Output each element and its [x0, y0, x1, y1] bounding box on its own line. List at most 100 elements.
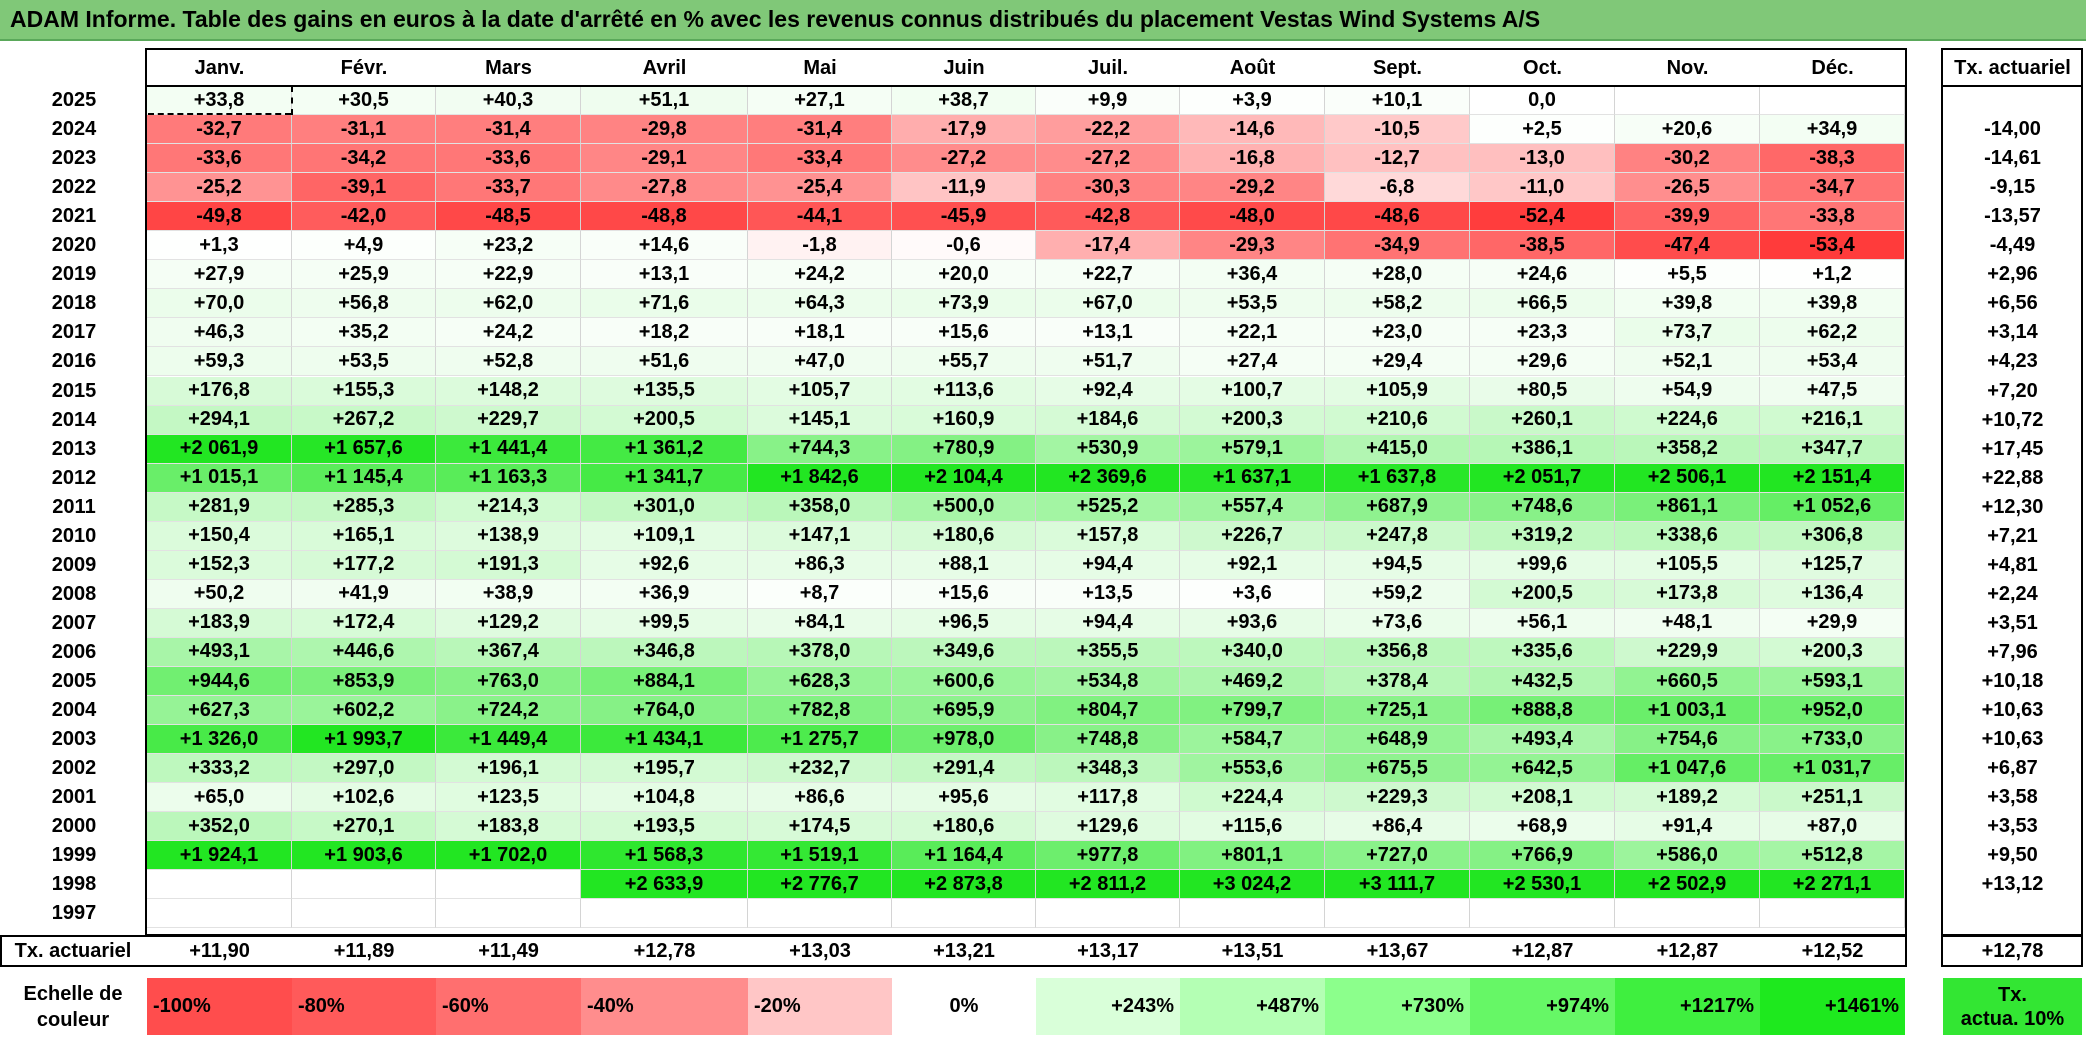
footer-rate: +11,49 [478, 939, 539, 962]
year-label: 2019 [51, 263, 97, 286]
year-label: 2011 [52, 495, 96, 518]
footer-rate: +13,17 [1077, 939, 1139, 962]
table-cell: +94,5 [1325, 550, 1470, 580]
row-rate: +10,18 [1981, 670, 2044, 693]
table-cell: +29,6 [1470, 347, 1615, 377]
table-cell: +512,8 [1760, 841, 1905, 871]
table-cell: +579,1 [1180, 434, 1325, 464]
table-cell: +51,7 [1036, 347, 1180, 377]
table-cell: +102,6 [292, 783, 436, 813]
table-cell: +86,3 [748, 550, 892, 580]
table-cell: -13,0 [1470, 144, 1615, 174]
row-rate: +13,12 [1981, 873, 2044, 896]
table-cell: +174,5 [748, 812, 892, 842]
row-rate: +10,72 [1981, 408, 2044, 431]
table-cell: +138,9 [436, 521, 581, 551]
table-cell: +200,5 [1470, 579, 1615, 609]
table-cell: +1 924,1 [147, 841, 292, 871]
row-rate [1943, 86, 2082, 115]
table-cell: +18,1 [748, 318, 892, 348]
legend-swatch: +1217% [1615, 978, 1760, 1035]
year-label: 2010 [51, 524, 97, 547]
table-cell: +724,2 [436, 696, 581, 726]
table-cell: +557,4 [1180, 492, 1325, 522]
table-cell: +748,6 [1470, 492, 1615, 522]
year-label: 2012 [51, 466, 97, 489]
table-cell: -42,8 [1036, 202, 1180, 232]
table-cell: +92,6 [581, 550, 748, 580]
table-cell: 0,0 [1470, 86, 1615, 116]
table-cell: +67,0 [1036, 289, 1180, 319]
table-cell [748, 899, 892, 929]
table-cell: +297,0 [292, 754, 436, 784]
table-cell: +4,9 [292, 231, 436, 261]
row-rate: +3,51 [1987, 611, 2038, 634]
table-cell: +28,0 [1325, 260, 1470, 290]
table-cell: +86,6 [748, 783, 892, 813]
table-cell: +35,2 [292, 318, 436, 348]
table-cell: +173,8 [1615, 579, 1760, 609]
table-cell: +2 633,9 [581, 870, 748, 900]
table-cell: +294,1 [147, 405, 292, 435]
table-cell [1470, 899, 1615, 929]
table-cell: +2 811,2 [1036, 870, 1180, 900]
table-cell: +73,9 [892, 289, 1036, 319]
table-cell: +22,1 [1180, 318, 1325, 348]
legend-swatch: -100% [147, 978, 292, 1035]
table-cell: +214,3 [436, 492, 581, 522]
table-cell: +2 873,8 [892, 870, 1036, 900]
table-cell: +754,6 [1615, 725, 1760, 755]
legend-swatch: +243% [1036, 978, 1180, 1035]
table-cell: +36,9 [581, 579, 748, 609]
table-cell: +1 163,3 [436, 463, 581, 493]
table-cell: +200,3 [1760, 637, 1905, 667]
month-header: Oct. [1523, 56, 1562, 79]
table-cell: +13,1 [1036, 318, 1180, 348]
table-cell: +29,4 [1325, 347, 1470, 377]
table-cell: +59,3 [147, 347, 292, 377]
table-cell: +285,3 [292, 492, 436, 522]
table-cell: +55,7 [892, 347, 1036, 377]
table-cell: +59,2 [1325, 579, 1470, 609]
table-cell: -44,1 [748, 202, 892, 232]
report-title-bar: ADAM Informe. Table des gains en euros à… [0, 0, 2086, 41]
table-cell: +95,6 [892, 783, 1036, 813]
table-cell: +14,6 [581, 231, 748, 261]
table-cell: +13,1 [581, 260, 748, 290]
row-rate: +3,58 [1987, 786, 2038, 809]
table-cell: +349,6 [892, 637, 1036, 667]
table-cell: -25,4 [748, 173, 892, 203]
table-cell: +226,7 [1180, 521, 1325, 551]
table-cell: +260,1 [1470, 405, 1615, 435]
table-cell: -48,8 [581, 202, 748, 232]
month-header: Déc. [1811, 56, 1854, 79]
table-cell: +27,9 [147, 260, 292, 290]
table-cell: +2 369,6 [1036, 463, 1180, 493]
table-cell: +319,2 [1470, 521, 1615, 551]
table-cell: +500,0 [892, 492, 1036, 522]
footer-rate: +12,87 [1656, 939, 1719, 962]
table-cell: -47,4 [1615, 231, 1760, 261]
table-cell [892, 899, 1036, 929]
legend-swatch: 0% [892, 978, 1036, 1035]
year-label: 2022 [51, 176, 97, 199]
table-cell: +1,2 [1760, 260, 1905, 290]
header-divider [1941, 85, 2083, 87]
table-cell: +229,9 [1615, 637, 1760, 667]
year-label: 2017 [51, 321, 97, 344]
year-label: 2021 [51, 205, 97, 228]
row-rate: +9,50 [1987, 844, 2038, 867]
table-cell: +232,7 [748, 754, 892, 784]
table-cell [581, 899, 748, 929]
table-cell: +105,9 [1325, 376, 1470, 406]
table-cell: +782,8 [748, 696, 892, 726]
table-cell: -12,7 [1325, 144, 1470, 174]
table-cell: +1 052,6 [1760, 492, 1905, 522]
table-cell: +20,6 [1615, 115, 1760, 145]
legend-swatch: -40% [581, 978, 748, 1035]
table-cell: -17,9 [892, 115, 1036, 145]
table-cell: -38,5 [1470, 231, 1615, 261]
table-cell: +147,1 [748, 521, 892, 551]
legend-label-line1: Echelle de [23, 982, 123, 1005]
table-cell: +660,5 [1615, 667, 1760, 697]
